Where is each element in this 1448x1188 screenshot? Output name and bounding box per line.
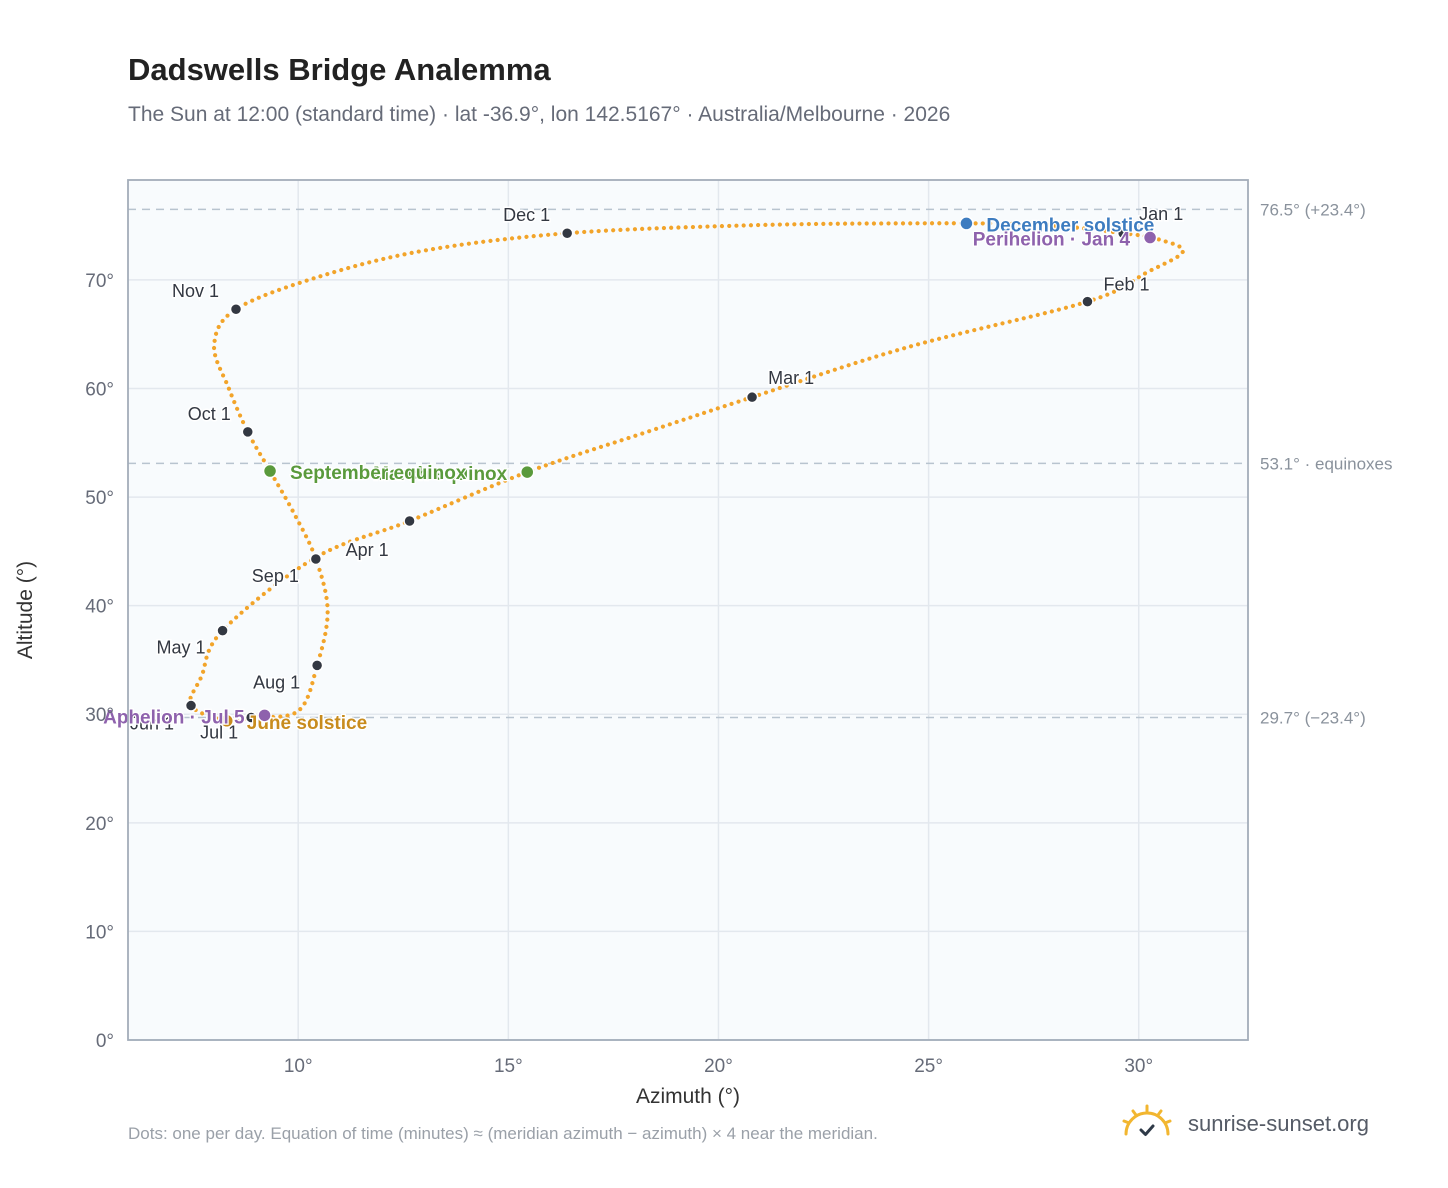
month-marker: [244, 711, 258, 724]
y-axis-label: Altitude (°): [14, 561, 37, 659]
event-label: December solstice: [986, 215, 1154, 236]
event-marker: [519, 464, 535, 480]
y-tick-label: 20°: [85, 814, 114, 835]
event-label: June solstice: [247, 713, 367, 734]
sun-logo-icon: [1122, 1104, 1172, 1136]
event-marker: [959, 216, 974, 231]
x-tick-label: 30°: [1124, 1056, 1153, 1077]
month-label: Aug 1: [253, 672, 300, 692]
month-label: Mar 1: [768, 368, 814, 388]
month-label: Sep 1: [252, 566, 299, 586]
x-tick-label: 25°: [914, 1056, 943, 1077]
month-marker: [309, 552, 323, 566]
month-marker: [241, 425, 255, 439]
plot-frame: [127, 179, 1249, 1041]
month-label: Nov 1: [172, 281, 219, 301]
y-tick-label: 0°: [96, 1031, 114, 1052]
month-label: Feb 1: [1103, 275, 1149, 295]
plot-area: [128, 180, 1248, 1040]
y-tick-label: 10°: [85, 922, 114, 943]
month-label: Jun 1: [130, 714, 174, 734]
month-marker: [1081, 295, 1094, 308]
event-marker: [257, 708, 272, 723]
chart-subtitle: The Sun at 12:00 (standard time) · lat -…: [128, 103, 951, 126]
month-marker: [560, 226, 574, 240]
event-label: March equinox: [373, 464, 508, 485]
month-label: Jan 1: [1139, 204, 1183, 224]
x-tick-label: 20°: [704, 1056, 733, 1077]
event-marker: [1142, 230, 1158, 245]
chart-title: Dadswells Bridge Analemma: [128, 52, 551, 87]
month-label: Apr 1: [346, 540, 389, 560]
month-label: May 1: [157, 638, 206, 658]
footnote: Dots: one per day. Equation of time (min…: [128, 1124, 878, 1143]
month-label: Oct 1: [188, 404, 231, 424]
month-label: Dec 1: [503, 205, 550, 225]
y-tick-label: 30°: [85, 705, 114, 726]
axes: 10° 15° 20° 25° 30° 0° 10° 20° 30° 40° 50° 60° 70°: [85, 179, 1249, 1077]
brand-name: sunrise-sunset.org: [1188, 1111, 1369, 1136]
x-axis-label: Azimuth (°): [636, 1085, 740, 1108]
reference-line-label: 29.7° (−23.4°): [1260, 709, 1366, 728]
y-tick-label: 60°: [85, 379, 114, 400]
y-tick-label: 50°: [85, 488, 114, 509]
reference-line-label: 76.5° (+23.4°): [1260, 200, 1366, 219]
event-label: Perihelion · Jan 4: [973, 230, 1131, 251]
month-marker: [403, 514, 416, 528]
x-tick-label: 15°: [494, 1056, 523, 1077]
month-marker: [229, 302, 243, 316]
reference-lines: 76.5° (+23.4°) 53.1° · equinoxes 29.7° (−2…: [128, 200, 1393, 728]
x-tick-label: 10°: [284, 1056, 313, 1077]
y-tick-label: 40°: [85, 597, 114, 618]
event-label: Aphelion · Jul 5: [103, 707, 245, 728]
month-marker: [310, 659, 324, 672]
month-marker: [745, 390, 759, 404]
month-marker: [184, 699, 198, 712]
y-tick-label: 70°: [85, 271, 114, 292]
reference-line-label: 53.1° · equinoxes: [1260, 454, 1393, 473]
brand-logo[interactable]: sunrise-sunset.org: [1120, 1102, 1369, 1146]
event-marker: [262, 463, 278, 479]
month-marker: [1116, 226, 1130, 240]
event-marker: [219, 713, 235, 729]
event-label: September equinox: [290, 463, 467, 484]
month-marker: [216, 624, 229, 637]
